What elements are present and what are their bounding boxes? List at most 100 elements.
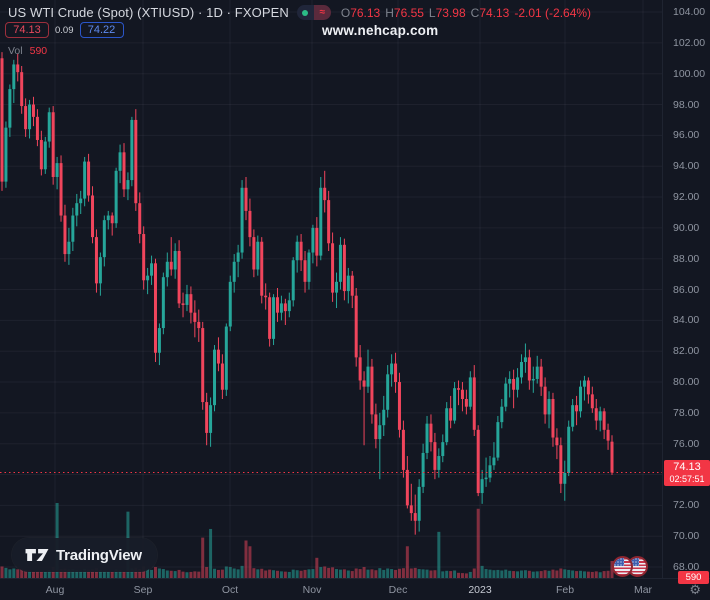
candle-body	[20, 72, 24, 107]
candle-body	[386, 374, 390, 410]
volume-bar	[268, 569, 272, 578]
price-axis[interactable]: 68.0070.0072.0074.0076.0078.0080.0082.00…	[662, 0, 710, 584]
time-tick-label: Mar	[633, 584, 653, 596]
volume-bar	[492, 570, 496, 578]
volume-bar	[331, 567, 335, 578]
volume-bar	[468, 571, 472, 578]
sell-bid-button[interactable]: 74.13	[5, 22, 49, 38]
candle-body	[228, 281, 232, 327]
buy-ask-button[interactable]: 74.22	[79, 22, 124, 38]
candle-body	[559, 445, 563, 484]
candle-body	[500, 406, 504, 423]
volume-bar	[433, 570, 437, 578]
volume-bar	[586, 571, 590, 578]
change-value: -2.01 (-2.64%)	[514, 5, 592, 20]
market-status-pill[interactable]: ≈	[296, 5, 331, 20]
candle-body	[130, 119, 134, 181]
volume-bar	[102, 570, 106, 578]
volume-bar	[571, 570, 575, 578]
volume-bar	[299, 570, 303, 578]
candle-body	[291, 260, 295, 301]
candle-body	[264, 295, 268, 298]
candle-body	[4, 127, 8, 182]
candle-body	[397, 382, 401, 430]
gear-icon[interactable]: ⚙	[689, 583, 701, 598]
candle-body	[287, 300, 291, 312]
volume-bar	[579, 570, 583, 578]
candle-body	[401, 429, 405, 470]
volume-bar	[244, 540, 248, 578]
candle-body	[67, 241, 71, 255]
volume-bar	[354, 568, 358, 578]
volume-bar	[114, 569, 118, 578]
volume-bar	[319, 567, 323, 578]
volume-bar	[397, 568, 401, 578]
candle-body	[35, 116, 39, 140]
price-tick-label: 86.00	[673, 283, 700, 296]
candle-body	[366, 366, 370, 387]
candle-body	[594, 408, 598, 421]
candle-body	[307, 252, 311, 282]
chart-legend: US WTI Crude (Spot) (XTIUSD) · 1D · FXOP…	[8, 5, 591, 20]
volume-bar	[110, 571, 114, 578]
tradingview-logo[interactable]: TradingView	[12, 538, 157, 572]
candle-body	[433, 442, 437, 470]
candle-body	[0, 58, 4, 182]
volume-bar	[71, 569, 75, 578]
candle-body	[394, 363, 398, 383]
volume-bar	[488, 569, 492, 578]
candle-body	[457, 388, 461, 390]
candle-body	[118, 152, 122, 171]
candle-body	[173, 250, 177, 270]
candle-body	[315, 227, 319, 256]
volume-bar	[122, 570, 126, 578]
volume-bar	[193, 571, 197, 578]
volume-bar	[177, 569, 181, 578]
candle-body	[31, 104, 35, 117]
candle-body	[24, 106, 28, 130]
candle-body	[279, 303, 283, 313]
volume-bar	[209, 528, 213, 578]
high-value: 76.55	[393, 5, 424, 20]
volume-bar	[63, 568, 67, 578]
flag-canton	[614, 558, 624, 566]
candle-body	[476, 429, 480, 494]
candle-body	[63, 215, 67, 255]
candle-body	[508, 378, 512, 384]
candle-body	[496, 422, 500, 458]
candle-body	[421, 452, 425, 487]
volume-bar	[386, 568, 390, 578]
volume-bar	[405, 546, 409, 578]
candle-body	[492, 457, 496, 466]
volume-bar	[401, 568, 405, 578]
symbol-title[interactable]: US WTI Crude (Spot) (XTIUSD) · 1D · FXOP…	[8, 5, 289, 20]
volume-bar	[228, 567, 232, 578]
volume-bar	[130, 568, 134, 578]
volume-bar	[527, 570, 531, 578]
candle-body	[157, 328, 161, 353]
open-label: O	[340, 5, 351, 20]
low-value: 73.98	[435, 5, 466, 20]
candle-body	[110, 215, 114, 224]
time-tick-label: Sep	[133, 584, 153, 596]
candle-body	[382, 409, 386, 426]
time-axis[interactable]: ⚙ Aug Sep Oct Nov Dec 2023 Feb Mar	[0, 578, 710, 600]
volume-bar	[260, 568, 264, 578]
candle-body	[94, 237, 98, 284]
candle-body	[213, 349, 217, 406]
chart-plot-area[interactable]	[0, 0, 662, 578]
volume-bar	[134, 567, 138, 578]
candle-body	[272, 297, 276, 339]
volume-bar	[240, 565, 244, 578]
candle-body	[47, 112, 51, 142]
volume-bar	[189, 571, 193, 578]
volume-bar	[173, 571, 177, 578]
volume-bar	[146, 569, 150, 578]
volume-bar	[256, 569, 260, 578]
volume-bar	[342, 569, 346, 578]
candle-body	[523, 357, 527, 362]
candle-body	[413, 513, 417, 521]
price-tick-label: 72.00	[673, 499, 700, 512]
candle-body	[354, 295, 358, 358]
close-label: C	[470, 5, 480, 20]
